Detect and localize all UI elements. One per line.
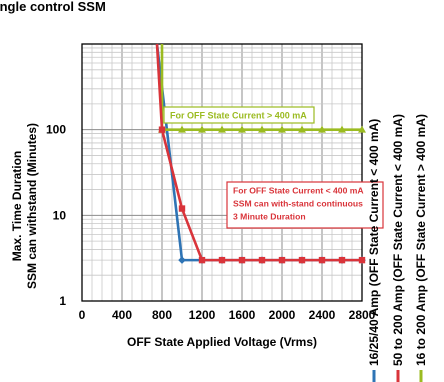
series-16-25-40-amp-legend-label: 16/25/40 Amp (OFF State Current < 400 mA… [367, 119, 381, 366]
legend: 16/25/40 Amp (OFF State Current < 400 mA… [367, 114, 428, 382]
x-tick-label: 400 [112, 308, 132, 322]
series-50-200-amp-point [278, 256, 286, 264]
series-16-200-amp-point [278, 125, 286, 133]
annotations: For OFF State Current > 400 mA For OFF St… [163, 106, 384, 229]
series-16-200-amp-legend-label: 16 to 200 Amp (OFF State Current > 400 m… [414, 114, 428, 366]
x-tick-label: 800 [152, 308, 172, 322]
series-16-200-amp-point [338, 125, 346, 133]
series-50-200-amp-point [358, 256, 366, 264]
series-50-200-amp-point [198, 256, 206, 264]
series-16-200-amp-point [318, 125, 326, 133]
series-16-200-amp-point [218, 125, 226, 133]
y-axis-label-line-2: SSM can withstand (Minutes) [25, 123, 39, 289]
series-50-200-amp-point [338, 256, 346, 264]
x-tick-label: 2400 [309, 308, 336, 322]
series-16-200-amp-point [258, 125, 266, 133]
annotation-text: For OFF State Current < 400 mA [233, 186, 364, 196]
series-50-200-amp-point [318, 256, 326, 264]
x-tick-label: 0 [79, 308, 86, 322]
x-tick-label: 2800 [349, 308, 376, 322]
series-16-200-amp-point [298, 125, 306, 133]
x-axis-label: OFF State Applied Voltage (Vrms) [127, 335, 317, 349]
series-16-25-40-amp-point [178, 256, 186, 264]
series-16-200-amp-line [160, 44, 362, 131]
series-16-200-amp-point [358, 125, 366, 133]
chart-title: ingle control SSM [0, 0, 106, 14]
plot-frame [81, 43, 363, 302]
series-50-200-amp-point [218, 256, 226, 264]
y-tick-label: 10 [53, 208, 67, 222]
series-50-200-amp-legend-label: 50 to 200 Amp (OFF State Current < 400 m… [391, 114, 405, 366]
annotation-box [226, 181, 384, 229]
series-50-200-amp-point [238, 256, 246, 264]
series-16-200-amp-point [238, 125, 246, 133]
y-tick-label: 100 [46, 123, 66, 137]
annotation-text: SSM can with-stand continuous [233, 199, 363, 209]
x-tick-label: 1600 [229, 308, 256, 322]
series-50-200-amp-point [258, 256, 266, 264]
annotation-text: For OFF State Current > 400 mA [170, 111, 307, 121]
series-50-200-amp-point [298, 256, 306, 264]
series-layer [155, 43, 366, 264]
y-axis-label: Max. Time Duration SSM can withstand (Mi… [10, 123, 39, 289]
series-50-200-amp-point [178, 205, 186, 212]
annotation-box [163, 106, 315, 124]
series-16-200-amp-point [198, 125, 206, 133]
annotation-text: 3 Minute Duration [233, 212, 306, 222]
series-16-200-amp-point [178, 125, 186, 133]
tick-labels: 0 400 800 1200 1600 2000 2400 2800 1 10 100 [46, 123, 376, 322]
y-axis-label-line-1: Max. Time Duration [10, 151, 24, 261]
y-tick-label: 1 [59, 294, 66, 308]
series-50-200-amp-point [158, 126, 166, 133]
x-tick-label: 2000 [269, 308, 296, 322]
series-50-200-amp-line [155, 43, 362, 262]
x-tick-label: 1200 [189, 308, 216, 322]
